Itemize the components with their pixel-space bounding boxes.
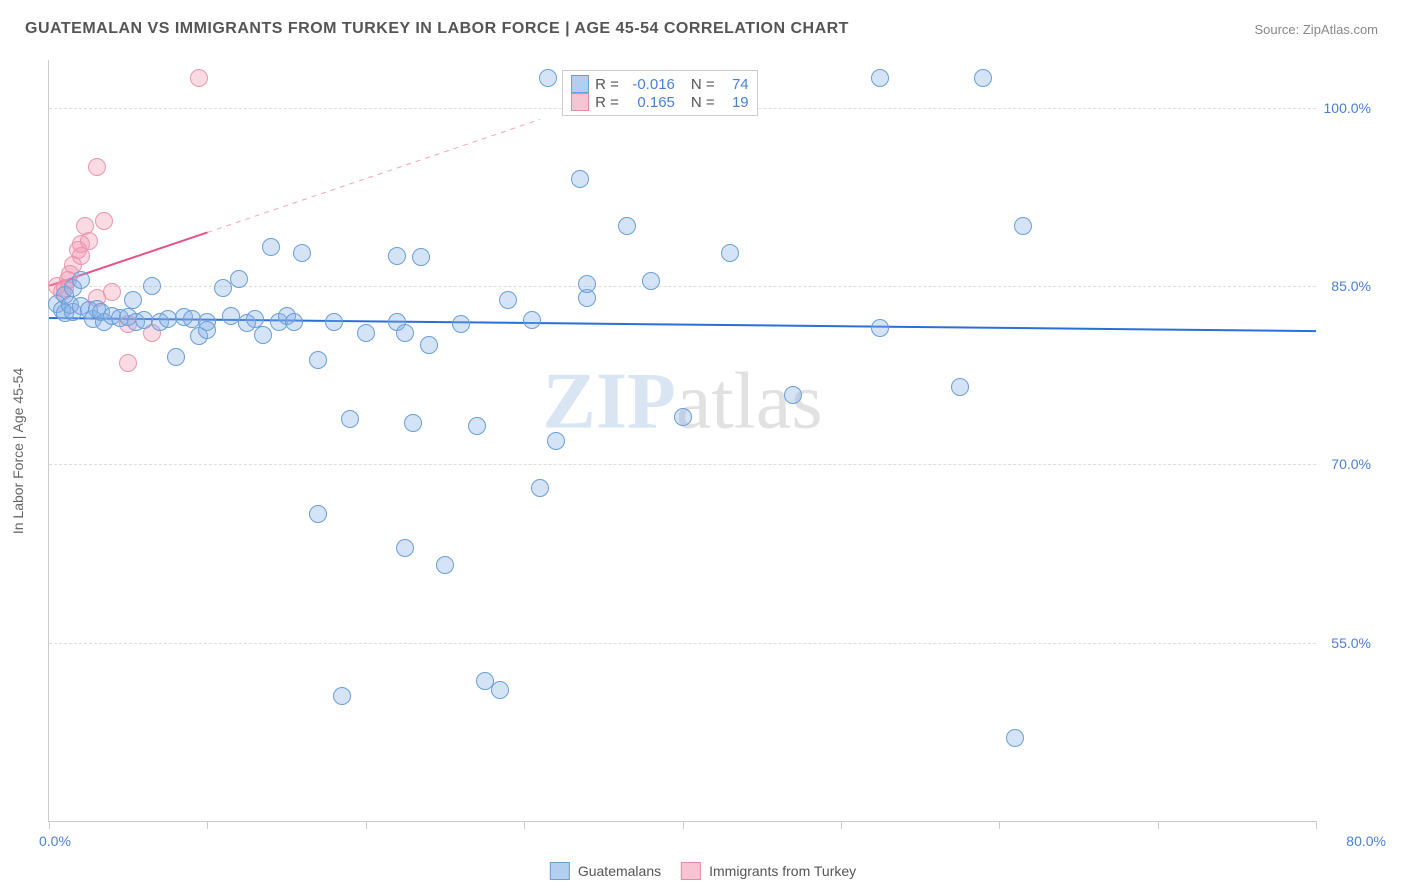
r-label: R = xyxy=(595,94,619,111)
data-point xyxy=(1014,217,1032,235)
data-point xyxy=(674,408,692,426)
x-tick xyxy=(1158,821,1159,829)
data-point xyxy=(341,410,359,428)
stats-row-turkey: R = 0.165 N = 19 xyxy=(571,93,749,111)
data-point xyxy=(784,386,802,404)
data-point xyxy=(871,319,889,337)
stats-row-guatemalans: R = -0.016 N = 74 xyxy=(571,75,749,93)
legend-swatch-guatemalans xyxy=(550,862,570,880)
stats-legend: R = -0.016 N = 74 R = 0.165 N = 19 xyxy=(562,70,758,116)
stats-swatch-icon xyxy=(571,93,589,111)
data-point xyxy=(167,348,185,366)
y-tick-label: 85.0% xyxy=(1331,278,1371,294)
n-value: 74 xyxy=(721,76,749,93)
data-point xyxy=(333,687,351,705)
legend-item-guatemalans: Guatemalans xyxy=(550,862,661,880)
stats-swatch-icon xyxy=(571,75,589,93)
x-tick xyxy=(366,821,367,829)
data-point xyxy=(618,217,636,235)
data-point xyxy=(80,232,98,250)
data-point xyxy=(412,248,430,266)
r-label: R = xyxy=(595,76,619,93)
x-tick xyxy=(999,821,1000,829)
data-point xyxy=(452,315,470,333)
data-point xyxy=(404,414,422,432)
watermark: ZIPatlas xyxy=(543,357,823,448)
data-point xyxy=(951,378,969,396)
data-point xyxy=(88,158,106,176)
data-point xyxy=(721,244,739,262)
data-point xyxy=(119,354,137,372)
data-point xyxy=(293,244,311,262)
n-label: N = xyxy=(691,94,715,111)
r-value: -0.016 xyxy=(625,76,675,93)
data-point xyxy=(285,313,303,331)
data-point xyxy=(871,69,889,87)
data-point xyxy=(309,505,327,523)
data-point xyxy=(325,313,343,331)
x-tick xyxy=(1316,821,1317,829)
source-label: Source: ZipAtlas.com xyxy=(1254,22,1378,37)
data-point xyxy=(499,291,517,309)
data-point xyxy=(95,212,113,230)
y-tick-label: 100.0% xyxy=(1324,100,1371,116)
x-axis-max: 80.0% xyxy=(1346,833,1386,849)
data-point xyxy=(531,479,549,497)
legend-label-guatemalans: Guatemalans xyxy=(578,863,661,879)
data-point xyxy=(103,283,121,301)
chart-title: GUATEMALAN VS IMMIGRANTS FROM TURKEY IN … xyxy=(25,20,849,38)
data-point xyxy=(578,275,596,293)
watermark-zip: ZIP xyxy=(543,358,676,446)
x-tick xyxy=(207,821,208,829)
data-point xyxy=(388,247,406,265)
data-point xyxy=(190,69,208,87)
data-point xyxy=(1006,729,1024,747)
legend-swatch-turkey xyxy=(681,862,701,880)
data-point xyxy=(143,277,161,295)
data-point xyxy=(254,326,272,344)
y-axis-label: In Labor Force | Age 45-54 xyxy=(10,368,26,534)
x-tick xyxy=(841,821,842,829)
data-point xyxy=(198,321,216,339)
data-point xyxy=(262,238,280,256)
watermark-atlas: atlas xyxy=(676,358,823,446)
n-value: 19 xyxy=(721,94,749,111)
data-point xyxy=(124,291,142,309)
legend-label-turkey: Immigrants from Turkey xyxy=(709,863,856,879)
y-tick-label: 70.0% xyxy=(1331,456,1371,472)
gridline xyxy=(49,643,1316,644)
data-point xyxy=(396,324,414,342)
legend-item-turkey: Immigrants from Turkey xyxy=(681,862,856,880)
data-point xyxy=(230,270,248,288)
data-point xyxy=(974,69,992,87)
y-tick-label: 55.0% xyxy=(1331,635,1371,651)
data-point xyxy=(309,351,327,369)
data-point xyxy=(571,170,589,188)
data-point xyxy=(468,417,486,435)
data-point xyxy=(357,324,375,342)
plot-area: ZIPatlas 0.0% 80.0% 55.0%70.0%85.0%100.0… xyxy=(48,60,1316,822)
r-value: 0.165 xyxy=(625,94,675,111)
x-axis-min: 0.0% xyxy=(39,833,71,849)
data-point xyxy=(523,311,541,329)
data-point xyxy=(547,432,565,450)
x-tick xyxy=(683,821,684,829)
data-point xyxy=(539,69,557,87)
gridline xyxy=(49,464,1316,465)
bottom-legend: Guatemalans Immigrants from Turkey xyxy=(550,862,856,880)
data-point xyxy=(642,272,660,290)
data-point xyxy=(491,681,509,699)
x-tick xyxy=(524,821,525,829)
data-point xyxy=(396,539,414,557)
trend-lines xyxy=(49,60,1316,821)
n-label: N = xyxy=(691,76,715,93)
data-point xyxy=(420,336,438,354)
data-point xyxy=(436,556,454,574)
chart-container: In Labor Force | Age 45-54 ZIPatlas 0.0%… xyxy=(48,50,1376,852)
data-point xyxy=(214,279,232,297)
data-point xyxy=(72,271,90,289)
x-tick xyxy=(49,821,50,829)
